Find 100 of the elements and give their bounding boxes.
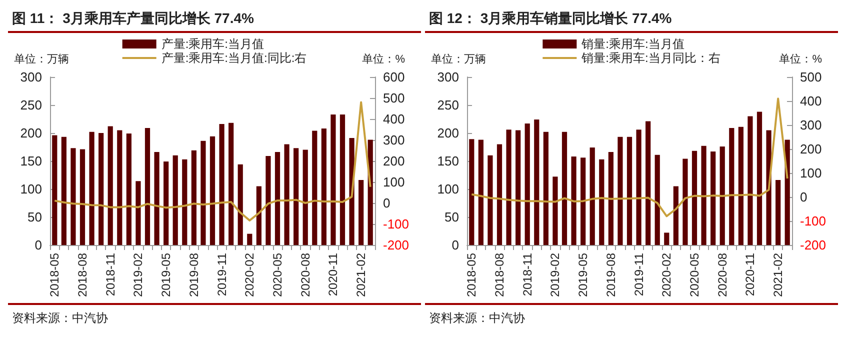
y-axis-title: 单位：万辆: [14, 52, 69, 66]
x-tick-label: 2020-11: [326, 252, 340, 296]
x-tick-label: 2019-11: [214, 252, 229, 296]
bar: [144, 128, 150, 245]
bar: [312, 130, 318, 245]
bar: [478, 140, 484, 245]
y2-tick-label: -200: [800, 238, 826, 252]
bar: [524, 123, 530, 245]
x-tick-label: 2018-08: [492, 252, 506, 298]
bar: [98, 133, 104, 245]
x-tick-label: 2020-05: [688, 252, 702, 298]
chart-title: 图 12： 3月乘用车销量同比增长 77.4%: [425, 8, 838, 33]
legend-label: 销量:乘用车:当月值: [580, 37, 684, 51]
x-tick-label: 2020-05: [270, 252, 284, 298]
bar: [673, 186, 678, 245]
x-tick-label: 2019-05: [159, 252, 174, 298]
x-tick-label: 2020-08: [298, 252, 312, 298]
y2-tick-label: -100: [383, 216, 410, 232]
bar: [80, 149, 86, 245]
bar: [516, 130, 521, 245]
bar: [608, 152, 614, 245]
x-tick-label: 2020-02: [242, 252, 257, 298]
bar: [126, 134, 132, 245]
bar: [496, 144, 502, 245]
x-tick-label: 2018-11: [520, 252, 534, 296]
bar: [358, 180, 364, 245]
bar: [52, 135, 58, 245]
legend-label: 产量:乘用车:当月值:同比:右: [161, 51, 307, 65]
y-tick-label: 200: [20, 126, 42, 140]
text: 资料来源：中汽协: [12, 310, 109, 327]
bar: [191, 150, 196, 245]
bar: [219, 124, 224, 245]
y2-tick-label: 0: [383, 196, 390, 210]
bar: [599, 159, 604, 245]
x-tick-label: 2021-02: [771, 252, 786, 298]
x-tick-label: 2020-02: [660, 252, 674, 298]
y-tick-label: 200: [437, 126, 459, 140]
bar: [562, 132, 568, 245]
bar: [784, 140, 790, 245]
x-tick-label: 2019-05: [576, 252, 590, 298]
y-tick-label: 50: [444, 210, 459, 224]
y2-tick-label: -100: [800, 214, 826, 228]
bar: [228, 122, 234, 245]
bar: [720, 146, 725, 245]
bar: [738, 126, 744, 245]
x-tick-label: 2019-08: [186, 252, 201, 298]
bar: [284, 144, 290, 245]
y-tick-label: 50: [28, 210, 42, 224]
bar: [302, 150, 308, 245]
x-tick-label: 2019-11: [632, 252, 646, 296]
text: 资料来源：中汽协: [429, 310, 526, 327]
y2-axis-title: 单位：%: [779, 52, 822, 66]
legend-label: 产量:乘用车:当月值: [161, 37, 264, 51]
bar: [729, 128, 734, 245]
bar: [117, 130, 122, 245]
bar: [654, 154, 660, 245]
bar: [571, 156, 576, 245]
bar: [108, 126, 113, 245]
y-axis-title: 单位：万辆: [431, 52, 486, 66]
x-tick-label: 2020-11: [743, 252, 758, 296]
bar: [636, 130, 642, 245]
bar: [247, 234, 252, 245]
bar: [534, 120, 540, 245]
bar: [330, 114, 336, 245]
bar: [182, 159, 188, 245]
y2-tick-label: 500: [800, 70, 822, 84]
bar: [710, 151, 716, 245]
y2-tick-label: 400: [383, 112, 405, 126]
x-tick-label: 2019-02: [131, 252, 146, 298]
y-tick-label: 250: [20, 98, 42, 112]
y2-tick-label: 200: [800, 142, 822, 156]
y2-tick-label: 200: [383, 154, 405, 168]
legend-label: 销量:乘用车:当月同比：右: [580, 51, 720, 65]
y-tick-label: 300: [437, 70, 459, 84]
bar: [701, 146, 706, 245]
bar: [766, 130, 772, 245]
bar: [580, 158, 586, 245]
bar: [488, 155, 493, 245]
bar: [506, 130, 512, 245]
y-tick-label: 100: [20, 182, 42, 196]
y-tick-label: 150: [437, 154, 459, 168]
x-tick-label: 2018-05: [464, 252, 479, 298]
y2-tick-label: 600: [383, 70, 405, 84]
bar: [618, 136, 623, 245]
y-tick-label: 300: [20, 70, 42, 84]
x-tick-label: 2021-02: [354, 252, 368, 298]
y2-tick-label: -200: [383, 238, 410, 252]
bar: [89, 132, 94, 245]
chart-title: 图 11： 3月乘用车产量同比增长 77.4%: [8, 8, 421, 33]
line-series: [470, 98, 788, 218]
bar: [368, 140, 373, 245]
bar: [543, 132, 548, 245]
bar: [200, 140, 206, 245]
bar: [756, 112, 762, 245]
x-tick-label: 2020-08: [715, 252, 730, 298]
y-tick-label: 100: [437, 182, 459, 196]
y2-tick-label: 100: [383, 174, 405, 190]
bar: [164, 162, 169, 245]
bar: [340, 114, 346, 245]
bar: [266, 156, 271, 245]
